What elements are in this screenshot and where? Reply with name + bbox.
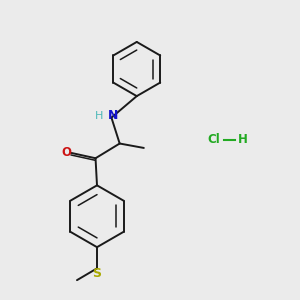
Text: O: O (61, 146, 71, 159)
Text: N: N (107, 109, 118, 122)
Text: H: H (238, 133, 248, 146)
Text: H: H (95, 111, 103, 121)
Text: S: S (92, 267, 101, 280)
Text: Cl: Cl (207, 133, 220, 146)
